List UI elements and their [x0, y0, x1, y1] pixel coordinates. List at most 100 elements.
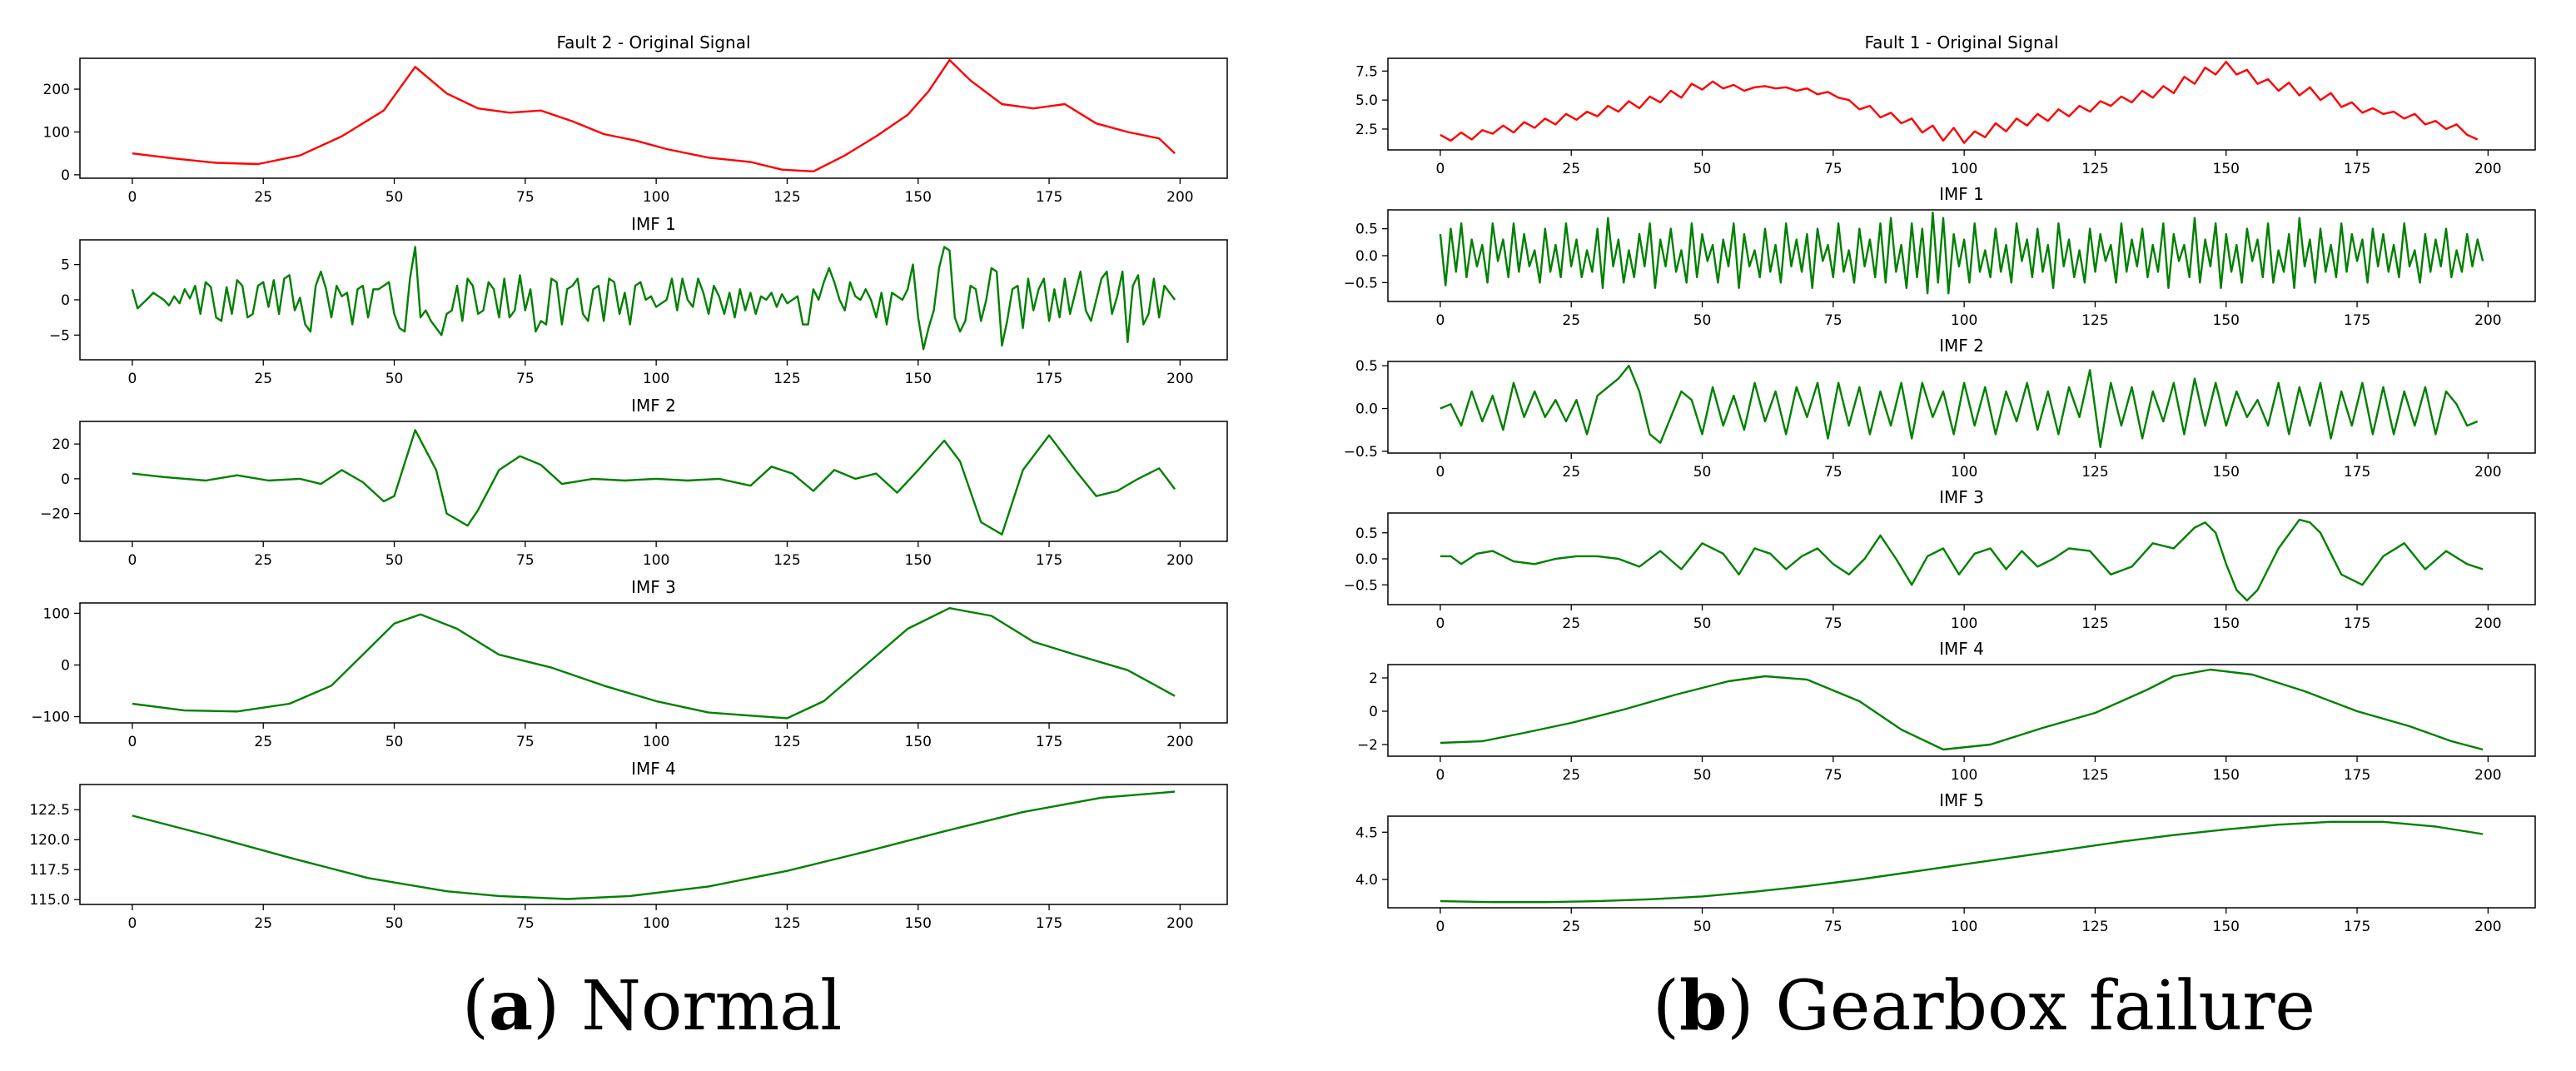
- fault-original-xtick-label: 100: [1951, 161, 1977, 177]
- fault-imf4-ytick-label: 0: [1369, 704, 1378, 720]
- normal-imf1-ytick-label: −5: [49, 327, 70, 344]
- fault-imf2-ytick-label: 0.0: [1355, 401, 1378, 418]
- fault-imf3-xtick-label: 150: [2213, 615, 2240, 632]
- fault-imf3-xtick-label: 125: [2081, 615, 2108, 632]
- fault-imf4-xtick-label: 50: [1693, 767, 1712, 784]
- fault-imf4-ytick-label: 2: [1369, 670, 1378, 687]
- normal-original-xtick-label: 50: [385, 189, 404, 206]
- fault-imf2-xtick-label: 200: [2474, 464, 2501, 481]
- fault-imf3-title: IMF 3: [1939, 487, 1984, 507]
- subplot-fault-imf4: IMF 4 0 25 50 75 100 125 150 175 200 −2 0 2: [1357, 639, 2536, 784]
- fault-imf3-ytick-label: 0.5: [1355, 526, 1378, 542]
- fault-imf2-xtick-label: 150: [2213, 464, 2240, 481]
- fault-imf4-xtick-label: 100: [1951, 767, 1977, 784]
- normal-imf4-xtick-label: 100: [643, 915, 669, 932]
- fault-imf3-xtick-label: 0: [1436, 615, 1445, 632]
- subplot-normal-imf2: IMF 2 0 25 50 75 100 125 150 175 200 −20 0 20: [40, 396, 1228, 569]
- normal-imf2-xtick-label: 200: [1166, 552, 1193, 569]
- fault-imf2-xtick-label: 175: [2344, 464, 2370, 481]
- normal-imf3-ytick-label: −100: [31, 710, 70, 726]
- normal-imf4-axes-frame: [79, 784, 1228, 905]
- fault-imf5-xtick-label: 150: [2213, 919, 2240, 935]
- fault-imf3-xtick-label: 175: [2344, 615, 2370, 632]
- fault-original-xtick-label: 50: [1693, 161, 1712, 177]
- normal-imf3-xtick-label: 125: [773, 734, 800, 750]
- normal-imf1-ytick-label: 0: [61, 292, 70, 309]
- fault-imf1-xtick-label: 100: [1951, 312, 1977, 329]
- normal-imf2-ytick-label: 0: [61, 471, 70, 488]
- normal-imf3-ytick-label: 0: [61, 657, 70, 674]
- fault-imf5-xtick-label: 100: [1951, 919, 1977, 935]
- subplot-fault-original: Fault 1 - Original Signal 0 25 50 75 100 125 15…: [1355, 32, 2536, 177]
- normal-imf4-xtick-label: 175: [1036, 915, 1062, 932]
- fault-imf5-xtick-label: 200: [2474, 919, 2501, 935]
- fault-imf5-xtick-label: 125: [2081, 919, 2108, 935]
- fault-imf4-axes-frame: [1387, 664, 2536, 757]
- normal-imf1-ytick-label: 5: [61, 257, 70, 274]
- fault-imf3-xtick-label: 200: [2474, 615, 2501, 632]
- fault-imf5-series-line: [1440, 820, 2484, 904]
- subplot-fault-imf2: IMF 2 0 25 50 75 100 125 150 175 200 −0.5 0.0 0.5: [1344, 336, 2536, 481]
- normal-imf4-xtick-label: 0: [128, 915, 137, 932]
- fault-imf5-xtick-label: 50: [1693, 919, 1712, 935]
- normal-imf1-xtick-label: 75: [516, 371, 535, 387]
- fault-imf1-series-line: [1439, 212, 2484, 295]
- fault-imf1-title: IMF 1: [1939, 184, 1984, 204]
- fault-imf5-title: IMF 5: [1939, 790, 1984, 810]
- normal-imf4-ytick-label: 115.0: [29, 892, 70, 909]
- normal-imf2-xtick-label: 150: [905, 552, 932, 569]
- normal-imf3-ytick-label: 100: [43, 605, 70, 622]
- normal-imf2-ytick-label: −20: [40, 506, 70, 523]
- normal-imf2-axes-frame: [79, 421, 1228, 542]
- normal-original-xtick-label: 175: [1036, 189, 1062, 206]
- fault-imf1-xtick-label: 50: [1693, 312, 1712, 329]
- normal-imf2-xtick-label: 125: [773, 552, 800, 569]
- normal-imf3-axes-frame: [79, 602, 1228, 724]
- fault-imf1-xtick-label: 75: [1824, 312, 1842, 329]
- normal-imf1-xtick-label: 50: [385, 371, 404, 387]
- normal-imf1-axes-frame: [79, 239, 1228, 361]
- normal-imf3-series-line: [132, 607, 1176, 720]
- caption-normal-label: a: [489, 966, 534, 1046]
- fault-imf5-xtick-label: 175: [2344, 919, 2370, 935]
- fault-imf1-xtick-label: 175: [2344, 312, 2370, 329]
- normal-imf2-xtick-label: 75: [516, 552, 535, 569]
- normal-imf1-xtick-label: 200: [1166, 371, 1193, 387]
- fault-imf4-xtick-label: 150: [2213, 767, 2240, 784]
- fault-imf3-xtick-label: 100: [1951, 615, 1977, 632]
- normal-imf2-xtick-label: 25: [254, 552, 272, 569]
- normal-imf2-ytick-label: 20: [52, 436, 70, 453]
- fault-imf4-series-line: [1440, 668, 2484, 751]
- normal-imf3-xtick-label: 75: [516, 734, 535, 750]
- fault-imf2-series-line: [1440, 364, 2479, 448]
- normal-imf1-xtick-label: 150: [905, 371, 932, 387]
- normal-original-xtick-label: 125: [773, 189, 800, 206]
- fault-imf2-xtick-label: 125: [2081, 464, 2108, 481]
- fault-imf2-xtick-label: 25: [1562, 464, 1580, 481]
- fault-imf5-axes-frame: [1387, 815, 2536, 909]
- caption-normal-text: Normal: [581, 967, 843, 1046]
- fault-imf4-xtick-label: 75: [1824, 767, 1842, 784]
- normal-imf1-title: IMF 1: [631, 214, 676, 234]
- subplot-normal-imf3: IMF 3 0 25 50 75 100 125 150 175 200 −100 0 100: [31, 577, 1228, 750]
- normal-original-ytick-label: 100: [43, 124, 70, 141]
- fault-imf1-xtick-label: 25: [1562, 312, 1580, 329]
- fault-imf2-xtick-label: 0: [1436, 464, 1445, 481]
- fault-imf3-xtick-label: 25: [1562, 615, 1580, 632]
- fault-imf2-ytick-label: −0.5: [1344, 444, 1378, 461]
- fault-imf4-xtick-label: 175: [2344, 767, 2370, 784]
- normal-imf3-xtick-label: 150: [905, 734, 932, 750]
- normal-imf4-series-line: [132, 790, 1176, 900]
- normal-imf1-xtick-label: 0: [128, 371, 137, 387]
- normal-original-xtick-label: 25: [254, 189, 272, 206]
- normal-imf4-xtick-label: 75: [516, 915, 535, 932]
- fault-imf3-xtick-label: 75: [1824, 615, 1842, 632]
- normal-imf2-xtick-label: 0: [128, 552, 137, 569]
- normal-original-series-line: [132, 58, 1176, 172]
- normal-imf1-xtick-label: 175: [1036, 371, 1062, 387]
- fault-imf2-xtick-label: 50: [1693, 464, 1712, 481]
- fault-imf3-ytick-label: −0.5: [1344, 577, 1378, 594]
- normal-imf1-xtick-label: 25: [254, 371, 272, 387]
